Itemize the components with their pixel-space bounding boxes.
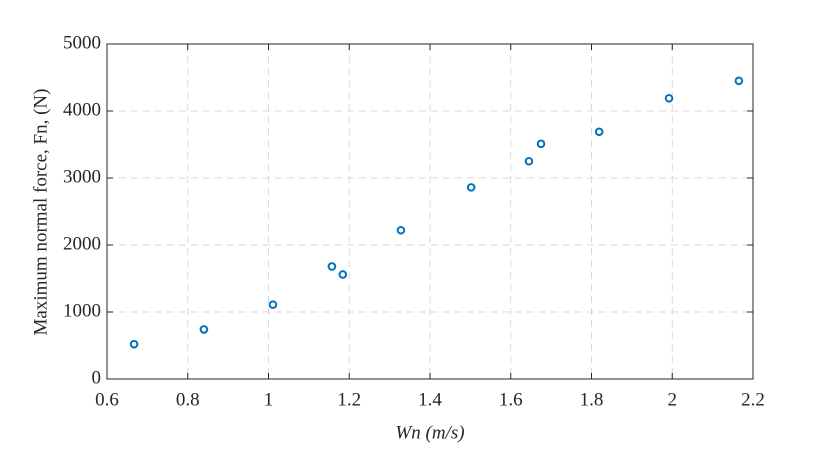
point — [734, 76, 744, 86]
point — [594, 127, 604, 137]
y-tick-label: 5000 — [63, 32, 101, 53]
point — [536, 139, 546, 149]
x-tick-label: 0.8 — [176, 389, 200, 410]
point — [396, 225, 406, 235]
point — [268, 300, 278, 309]
point — [664, 93, 674, 103]
x-tick-label: 0.6 — [95, 389, 119, 410]
y-tick-label: 2000 — [63, 233, 101, 254]
y-tick-label: 4000 — [63, 99, 101, 120]
x-tick-label: 1 — [264, 389, 274, 410]
point — [338, 270, 348, 279]
x-tick-label: 1.2 — [337, 389, 361, 410]
x-axis-label: Wn (m/s) — [395, 422, 464, 443]
x-tick-label: 2.2 — [741, 389, 765, 410]
x-tick-label: 2 — [668, 389, 678, 410]
point — [129, 339, 139, 349]
y-tick-label: 0 — [92, 367, 102, 388]
y-tick-label: 1000 — [63, 300, 101, 321]
point — [466, 183, 476, 192]
x-tick-label: 1.8 — [580, 389, 604, 410]
point — [327, 262, 337, 271]
y-tick-label: 3000 — [63, 166, 101, 187]
point — [524, 156, 534, 166]
x-tick-label: 1.6 — [499, 389, 523, 410]
y-axis-label: Maximum normal force, Fn, (N) — [30, 89, 51, 336]
plot-frame — [106, 43, 754, 380]
point — [199, 325, 209, 334]
x-tick-label: 1.4 — [418, 389, 442, 410]
